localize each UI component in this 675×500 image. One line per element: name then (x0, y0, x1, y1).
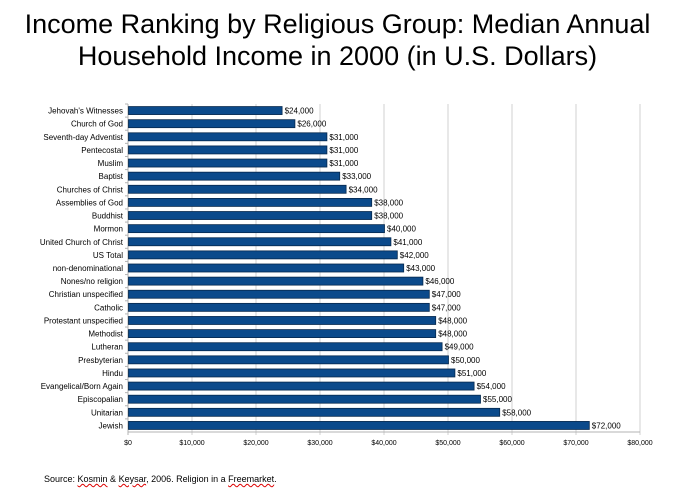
bar (128, 368, 456, 378)
data-label: $34,000 (349, 185, 378, 194)
x-tick-label: $80,000 (627, 440, 652, 447)
bar (128, 158, 328, 168)
category-label: Protestant unspecified (44, 316, 123, 325)
bar (128, 132, 328, 142)
category-label: Assemblies of God (56, 198, 123, 207)
data-label: $47,000 (432, 290, 461, 299)
data-label: $58,000 (502, 408, 531, 417)
source-book: Freemarket (228, 474, 275, 484)
source-author-1: Kosmin (77, 474, 108, 484)
category-label: Church of God (71, 120, 123, 129)
category-label: Pentecostal (81, 146, 123, 155)
category-label: Buddhist (92, 212, 124, 221)
category-label: Presbyterian (78, 356, 123, 365)
data-label: $48,000 (438, 330, 467, 339)
source-end: . (274, 474, 277, 484)
category-label: Churches of Christ (57, 185, 124, 194)
bar (128, 197, 373, 207)
bar (128, 421, 590, 430)
x-tick-label: $70,000 (563, 440, 588, 447)
x-tick-label: $10,000 (179, 440, 204, 447)
category-label: Evangelical/Born Again (41, 382, 123, 391)
bar (128, 394, 481, 404)
category-label: Episcopalian (78, 395, 123, 404)
source-amp: & (107, 474, 119, 484)
data-label: $47,000 (432, 303, 461, 312)
bar (128, 171, 341, 181)
chart-title: Income Ranking by Religious Group: Media… (0, 8, 675, 72)
data-label: $33,000 (342, 172, 371, 181)
bar (128, 263, 405, 273)
bar (128, 342, 443, 352)
data-label: $55,000 (483, 395, 512, 404)
data-label: $31,000 (329, 133, 358, 142)
category-label: Hindu (102, 369, 123, 378)
category-label: Nones/no religion (61, 277, 123, 286)
data-label: $31,000 (329, 159, 358, 168)
category-label: Lutheran (91, 343, 123, 352)
source-middle: , 2006. Religion in a (146, 474, 229, 484)
bar (128, 224, 385, 234)
data-label: $31,000 (329, 146, 358, 155)
chart-title-line-1: Income Ranking by Religious Group: Media… (24, 9, 651, 39)
category-label: Catholic (94, 303, 123, 312)
data-label: $42,000 (400, 251, 429, 260)
source-prefix: Source: (44, 474, 78, 484)
bar (128, 250, 398, 260)
bar (128, 329, 437, 339)
data-label: $24,000 (285, 107, 314, 116)
data-label: $50,000 (451, 356, 480, 365)
x-tick-label: $30,000 (307, 440, 332, 447)
bar (128, 316, 437, 325)
bar (128, 211, 373, 220)
category-label: non-denominational (53, 264, 123, 273)
bar (128, 145, 328, 155)
chart-title-line-2: Household Income in 2000 (in U.S. Dollar… (77, 41, 598, 71)
bar (128, 355, 449, 365)
data-label: $72,000 (592, 421, 621, 430)
data-label: $54,000 (477, 382, 506, 391)
bar (128, 276, 424, 286)
data-label: $38,000 (374, 212, 403, 221)
category-label: Unitarian (91, 408, 123, 417)
bar (128, 302, 430, 312)
bar (128, 184, 347, 194)
bar (128, 119, 296, 129)
source-note: Source: Kosmin & Keysar, 2006. Religion … (44, 474, 277, 484)
data-label: $46,000 (425, 277, 454, 286)
data-label: $40,000 (387, 225, 416, 234)
data-label: $41,000 (393, 238, 422, 247)
category-label: Jehovah's Witnesses (48, 107, 123, 116)
category-label: Muslim (98, 159, 124, 168)
category-label: Methodist (88, 330, 123, 339)
x-tick-label: $60,000 (499, 440, 524, 447)
bar (128, 289, 430, 299)
category-label: Seventh-day Adventist (43, 133, 123, 142)
category-label: US Total (93, 251, 123, 260)
x-tick-label: $20,000 (243, 440, 268, 447)
source-author-2: Keysar (118, 474, 147, 484)
x-tick-label: $0 (124, 440, 132, 447)
bar (128, 106, 283, 115)
bar (128, 381, 475, 391)
category-label: United Church of Christ (40, 238, 124, 247)
x-tick-label: $50,000 (435, 440, 460, 447)
category-label: Jewish (99, 421, 123, 430)
bar (128, 407, 501, 417)
category-label: Mormon (94, 225, 123, 234)
data-label: $38,000 (374, 198, 403, 207)
category-label: Christian unspecified (49, 290, 123, 299)
bar (128, 237, 392, 247)
category-label: Baptist (99, 172, 124, 181)
x-tick-label: $40,000 (371, 440, 396, 447)
data-label: $51,000 (457, 369, 486, 378)
data-label: $49,000 (445, 343, 474, 352)
data-label: $26,000 (297, 120, 326, 129)
data-label: $48,000 (438, 316, 467, 325)
data-label: $43,000 (406, 264, 435, 273)
